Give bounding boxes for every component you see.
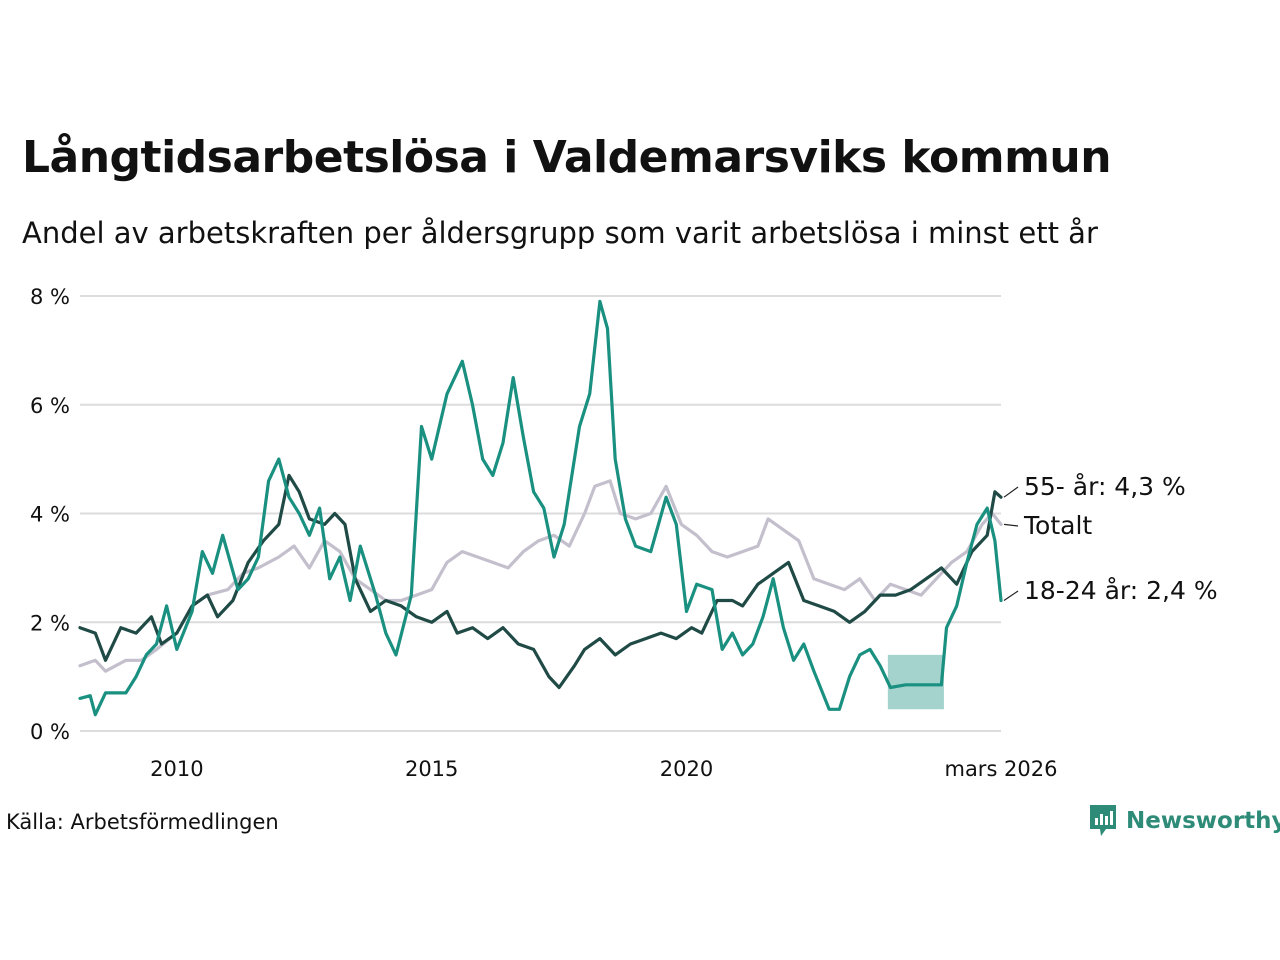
y-tick-label: 4 % [30, 503, 70, 527]
gridlines [80, 295, 1001, 732]
series-line-55-r [78, 473, 1003, 690]
series-line-18-24-r [78, 299, 1003, 717]
chart-subtitle: Andel av arbetskraften per åldersgrupp s… [22, 216, 1098, 250]
newsworthy-logo-text: Newsworthy [1126, 808, 1280, 834]
x-tick-label: 2010 [150, 757, 203, 781]
y-tick-label: 6 % [30, 394, 70, 418]
end-label: 55- år: 4,3 % [1024, 472, 1186, 501]
x-tick-label: mars 2026 [944, 757, 1057, 781]
end-label: Totalt [1023, 511, 1092, 540]
series-line-totalt [78, 479, 1003, 673]
uncertainty-bands [887, 654, 944, 710]
label-leader-line [1003, 486, 1019, 498]
label-leader-line [1003, 590, 1019, 601]
x-tick-label: 2015 [405, 757, 458, 781]
x-axis: 2010 2015 2020 mars 2026 [150, 757, 1057, 781]
uncertainty-band [887, 654, 944, 710]
y-tick-label: 0 % [30, 720, 70, 744]
newsworthy-logo-icon [1090, 805, 1116, 836]
source-note: Källa: Arbetsförmedlingen [6, 810, 279, 834]
series-lines [78, 299, 1003, 717]
x-tick-label: 2020 [660, 757, 713, 781]
end-label: 18-24 år: 2,4 % [1024, 576, 1218, 605]
end-labels: Totalt 55- år: 4,3 % 18-24 år: 2,4 % [1003, 472, 1218, 605]
chart-title: Långtidsarbetslösa i Valdemarsviks kommu… [22, 132, 1112, 183]
y-axis: 0 % 2 % 4 % 6 % 8 % [30, 285, 70, 744]
y-tick-label: 2 % [30, 611, 70, 635]
newsworthy-logo[interactable]: Newsworthy [1088, 803, 1280, 839]
y-tick-label: 8 % [30, 285, 70, 309]
label-leader-line [1003, 523, 1019, 527]
